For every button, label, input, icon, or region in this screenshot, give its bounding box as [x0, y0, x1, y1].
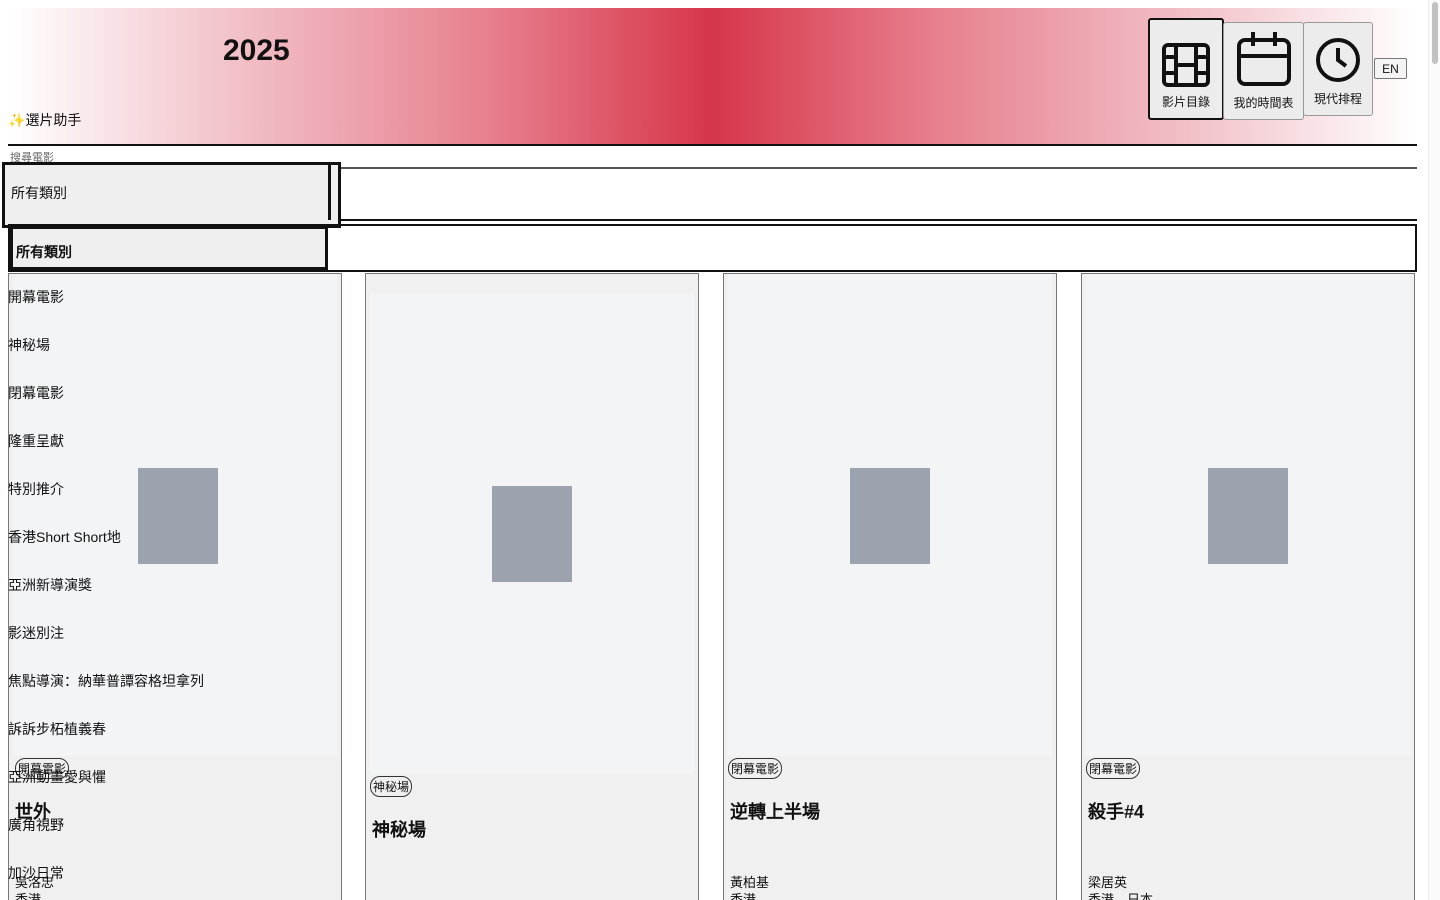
poster-placeholder-image [492, 486, 572, 582]
category-select[interactable]: 所有類別 [2, 162, 341, 228]
category-option[interactable]: 亞洲動畫愛與懼 [8, 769, 106, 785]
poster-placeholder-image [850, 468, 930, 564]
nav-my-schedule-label: 我的時間表 [1233, 96, 1294, 110]
movie-card[interactable]: 閉幕電影 逆轉上半場 黃柏基 香港 [723, 273, 1057, 900]
movie-title: 逆轉上半場 [730, 802, 820, 822]
category-option[interactable]: 訴訴步柘植義春 [8, 721, 106, 737]
category-dropdown-row: 所有類別 [8, 224, 1417, 272]
film-assistant-label: 選片助手 [25, 112, 82, 128]
movie-poster [370, 294, 694, 774]
category-option[interactable]: 影迷別注 [8, 625, 64, 641]
category-select-box [5, 165, 331, 220]
film-assistant-link[interactable]: ✨選片助手 [8, 110, 81, 130]
film-icon [1162, 43, 1210, 87]
category-option[interactable]: 香港Short Short地 [8, 529, 121, 545]
nav-my-schedule-button[interactable]: 我的時間表 [1223, 22, 1304, 120]
calendar-icon [1236, 32, 1291, 86]
category-option[interactable]: 焦點導演：納華普譚容格坦拿列 [8, 673, 204, 689]
movie-card[interactable]: 閉幕電影 殺手#4 梁居英 香港、日本 [1081, 273, 1415, 900]
clock-icon [1316, 38, 1360, 82]
category-select-value: 所有類別 [11, 185, 67, 201]
category-option[interactable]: 神秘場 [8, 337, 50, 353]
movie-poster [13, 274, 337, 756]
category-option[interactable]: 隆重呈獻 [8, 433, 64, 449]
poster-placeholder-image [138, 468, 218, 564]
category-dropdown-select[interactable]: 所有類別 [10, 226, 328, 270]
movie-title: 殺手#4 [1088, 802, 1145, 822]
search-bar [8, 148, 1417, 169]
category-options-list: 開幕電影 神秘場 閉幕電影 隆重呈獻 特別推介 香港Short Short地 亞… [8, 272, 338, 896]
sparkle-icon: ✨ [8, 112, 26, 128]
category-option[interactable]: 開幕電影 [8, 289, 64, 305]
movie-title: 世外 [15, 802, 51, 822]
category-option[interactable]: 加沙日常 [8, 865, 64, 881]
category-option[interactable]: 廣角視野 [8, 817, 64, 833]
movie-director: 黃柏基 [730, 875, 770, 890]
language-toggle-button[interactable]: EN [1374, 58, 1407, 79]
movie-director: 梁居英 [1088, 875, 1128, 890]
movie-poster [728, 274, 1052, 756]
movie-region: 香港 [730, 892, 757, 900]
category-badge: 閉幕電影 [1086, 758, 1141, 779]
movie-title: 神秘場 [372, 820, 426, 840]
movie-region: 香港 [15, 892, 42, 900]
nav-film-catalog-button[interactable]: 影片目錄 [1148, 18, 1224, 120]
movie-poster [1086, 274, 1410, 756]
festival-year: 2025 [223, 34, 290, 67]
movie-director: 吳洛忠 [15, 875, 55, 890]
category-filter-row: 所有類別 [2, 162, 1417, 228]
category-option[interactable]: 亞洲新導演獎 [8, 577, 92, 593]
category-option[interactable]: 特別推介 [8, 481, 64, 497]
category-badge: 開幕電影 [15, 758, 70, 779]
nav-modern-schedule-label: 現代排程 [1313, 92, 1362, 106]
category-option[interactable]: 閉幕電影 [8, 385, 64, 401]
movie-card[interactable]: 神秘場 神秘場 [365, 273, 699, 900]
scrollbar-thumb[interactable] [1432, 2, 1438, 64]
nav-film-catalog-label: 影片目錄 [1161, 95, 1210, 109]
movie-card[interactable]: 開幕電影 世外 吳洛忠 香港 [8, 273, 342, 900]
page-scrollbar[interactable] [1428, 0, 1440, 900]
nav-modern-schedule-button[interactable]: 現代排程 [1303, 22, 1373, 116]
poster-placeholder-image [1208, 468, 1288, 564]
category-badge: 神秘場 [370, 776, 413, 797]
search-input[interactable] [8, 149, 1417, 167]
movie-region: 香港、日本 [1088, 892, 1154, 900]
category-dropdown-value: 所有類別 [16, 244, 72, 260]
category-badge: 閉幕電影 [728, 758, 783, 779]
